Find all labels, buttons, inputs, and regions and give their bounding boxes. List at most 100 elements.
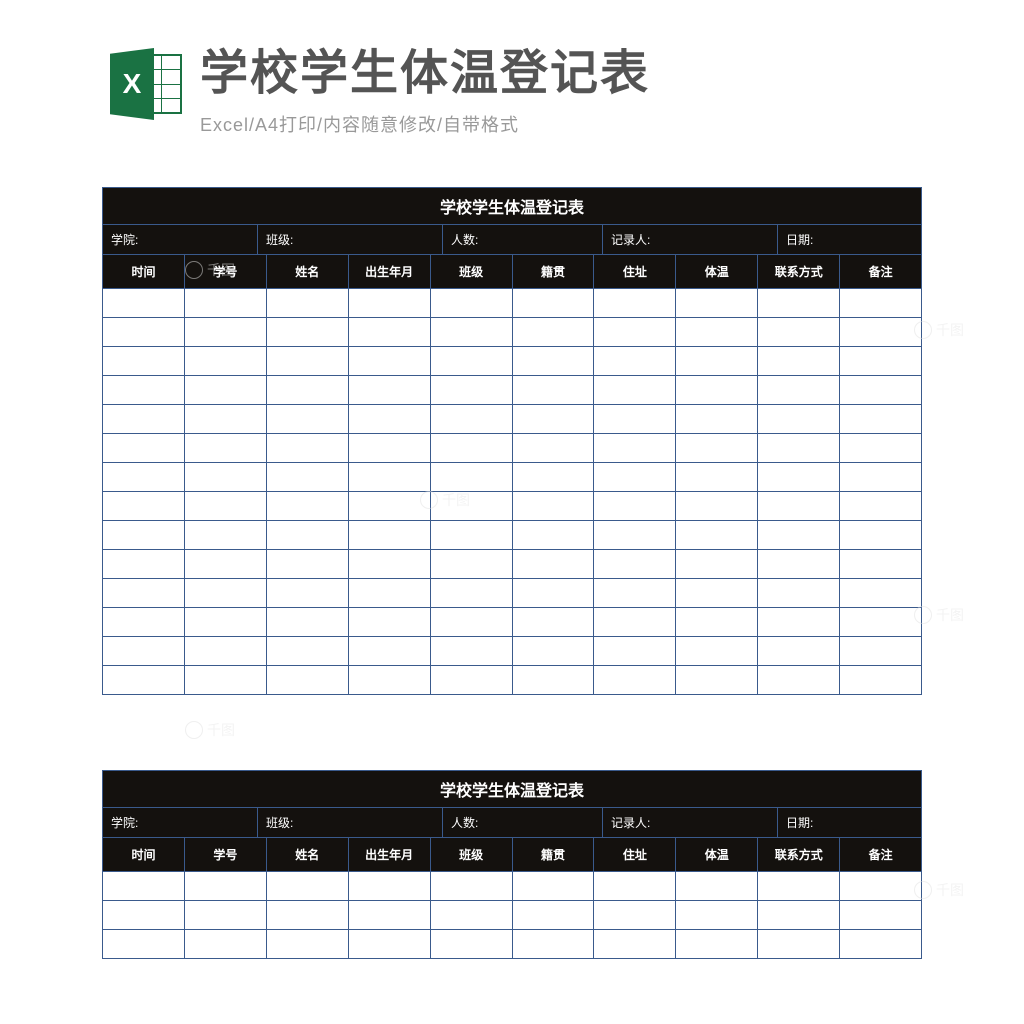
column-header: 出生年月 — [349, 255, 431, 288]
sheet-title: 学校学生体温登记表 — [102, 187, 922, 225]
table-cell — [103, 318, 185, 346]
table-cell — [103, 289, 185, 317]
table-cell — [513, 289, 595, 317]
table-cell — [349, 347, 431, 375]
meta-count: 人数: — [443, 225, 603, 254]
table-cell — [594, 872, 676, 900]
table-cell — [594, 463, 676, 491]
table-cell — [676, 463, 758, 491]
table-cell — [840, 405, 921, 433]
table-cell — [103, 550, 185, 578]
table-cell — [267, 637, 349, 665]
table-cell — [431, 901, 513, 929]
table-cell — [431, 405, 513, 433]
table-cell — [513, 521, 595, 549]
table-cell — [513, 405, 595, 433]
meta-class: 班级: — [258, 808, 443, 837]
table-cell — [676, 434, 758, 462]
table-cell — [676, 901, 758, 929]
table-cell — [513, 492, 595, 520]
table-cell — [758, 463, 840, 491]
column-header-row: 时间学号姓名出生年月班级籍贯住址体温联系方式备注 — [102, 838, 922, 872]
table-row — [102, 550, 922, 579]
table-cell — [103, 666, 185, 694]
table-cell — [758, 434, 840, 462]
table-cell — [758, 550, 840, 578]
table-row — [102, 666, 922, 695]
table-cell — [267, 405, 349, 433]
table-cell — [513, 376, 595, 404]
table-cell — [267, 608, 349, 636]
table-cell — [185, 521, 267, 549]
table-cell — [349, 289, 431, 317]
table-cell — [349, 637, 431, 665]
column-header: 备注 — [840, 838, 921, 871]
table-cell — [840, 434, 921, 462]
table-cell — [840, 550, 921, 578]
table-cell — [267, 376, 349, 404]
table-cell — [103, 930, 185, 958]
table-cell — [103, 579, 185, 607]
table-row — [102, 492, 922, 521]
table-cell — [431, 347, 513, 375]
table-cell — [431, 637, 513, 665]
table-cell — [840, 289, 921, 317]
table-cell — [431, 463, 513, 491]
table-cell — [513, 872, 595, 900]
table-cell — [185, 492, 267, 520]
column-header: 姓名 — [267, 838, 349, 871]
sheet-meta-row: 学院: 班级: 人数: 记录人: 日期: — [102, 225, 922, 255]
table-cell — [513, 666, 595, 694]
table-cell — [267, 521, 349, 549]
table-cell — [185, 318, 267, 346]
table-cell — [431, 289, 513, 317]
column-header: 时间 — [103, 838, 185, 871]
table-cell — [431, 666, 513, 694]
table-cell — [594, 347, 676, 375]
table-cell — [349, 872, 431, 900]
table-cell — [103, 347, 185, 375]
table-cell — [267, 930, 349, 958]
table-cell — [840, 637, 921, 665]
table-cell — [676, 289, 758, 317]
table-cell — [185, 608, 267, 636]
table-cell — [267, 463, 349, 491]
excel-x-letter: X — [123, 68, 142, 100]
table-cell — [103, 492, 185, 520]
table-cell — [103, 376, 185, 404]
table-row — [102, 930, 922, 959]
column-header: 住址 — [594, 255, 676, 288]
table-cell — [513, 901, 595, 929]
table-cell — [431, 492, 513, 520]
table-cell — [513, 579, 595, 607]
table-cell — [349, 666, 431, 694]
table-row — [102, 637, 922, 666]
table-row — [102, 347, 922, 376]
table-cell — [513, 637, 595, 665]
table-cell — [594, 405, 676, 433]
table-cell — [349, 550, 431, 578]
table-cell — [840, 318, 921, 346]
sheet-title: 学校学生体温登记表 — [102, 770, 922, 808]
table-cell — [840, 579, 921, 607]
page-title: 学校学生体温登记表 — [200, 48, 650, 101]
table-cell — [431, 579, 513, 607]
table-cell — [676, 608, 758, 636]
column-header: 出生年月 — [349, 838, 431, 871]
temperature-sheet-1: 学校学生体温登记表 学院: 班级: 人数: 记录人: 日期: 时间学号姓名出生年… — [102, 187, 922, 695]
table-cell — [349, 930, 431, 958]
meta-count: 人数: — [443, 808, 603, 837]
table-cell — [185, 376, 267, 404]
meta-recorder: 记录人: — [603, 225, 778, 254]
table-cell — [103, 463, 185, 491]
table-row — [102, 521, 922, 550]
table-cell — [594, 666, 676, 694]
table-cell — [758, 872, 840, 900]
table-cell — [513, 347, 595, 375]
column-header: 住址 — [594, 838, 676, 871]
table-cell — [758, 521, 840, 549]
table-cell — [676, 376, 758, 404]
table-cell — [676, 318, 758, 346]
column-header: 体温 — [676, 838, 758, 871]
table-row — [102, 289, 922, 318]
